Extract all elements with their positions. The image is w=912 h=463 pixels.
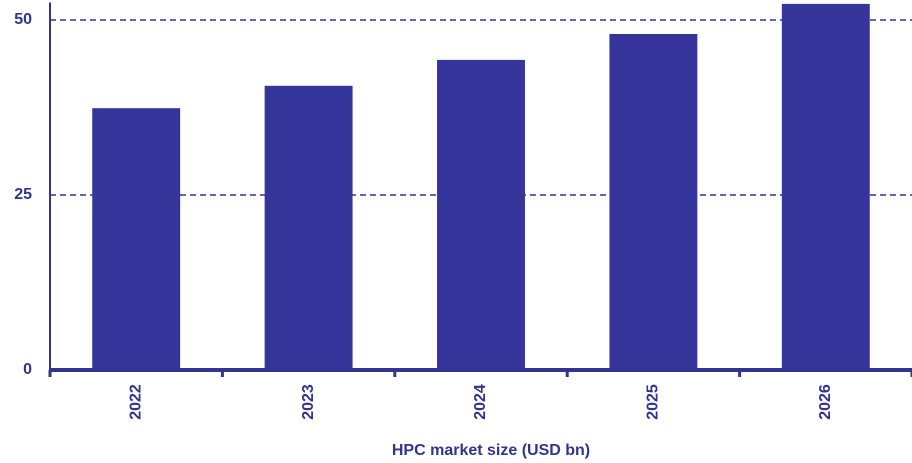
bar <box>92 108 181 370</box>
x-axis-title: HPC market size (USD bn) <box>392 442 590 459</box>
bar <box>781 3 870 371</box>
bar <box>609 34 698 370</box>
bar <box>264 85 353 371</box>
y-tick-label: 25 <box>14 186 32 203</box>
x-tick-label: 2024 <box>472 384 489 420</box>
x-tick-label: 2026 <box>817 384 834 420</box>
x-tick-label: 2022 <box>127 384 144 420</box>
bar <box>437 59 525 371</box>
x-tick-label: 2023 <box>300 384 317 420</box>
y-tick-label: 50 <box>14 11 32 28</box>
y-tick-label: 0 <box>23 361 32 378</box>
x-tick-label: 2025 <box>645 384 662 420</box>
